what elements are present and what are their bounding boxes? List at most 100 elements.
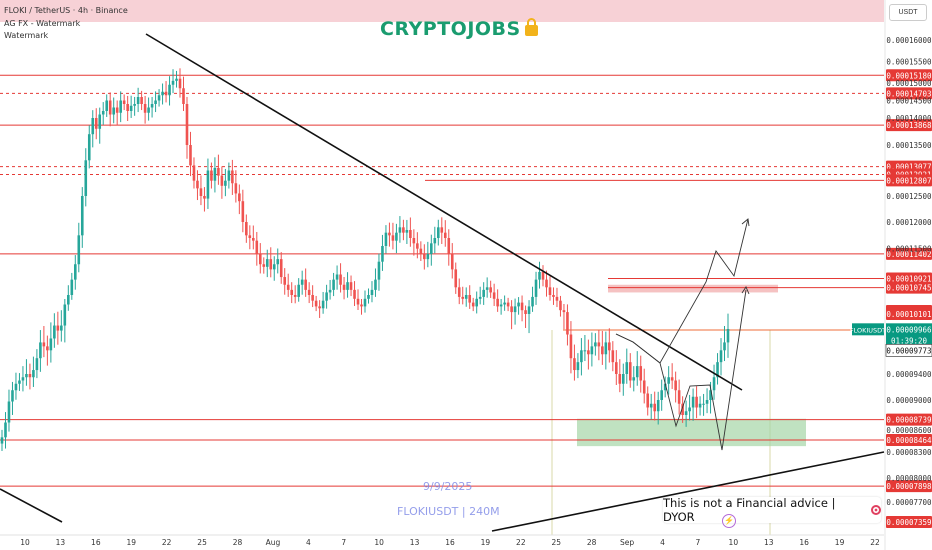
- candle-body: [290, 289, 294, 295]
- y-tick-label: 0.00007700: [886, 498, 932, 507]
- price-level-label: 0.00013077: [886, 163, 931, 172]
- candle-body: [196, 180, 199, 189]
- candle-body: [478, 296, 482, 299]
- candle-body: [241, 201, 245, 222]
- candle-body: [360, 304, 363, 307]
- candle-body: [468, 295, 472, 303]
- candle-body: [342, 284, 346, 290]
- price-level-tag: [886, 174, 932, 187]
- price-level-tag: [886, 119, 932, 132]
- price-level-label: 0.00013868: [886, 121, 932, 130]
- candle-body: [639, 366, 643, 381]
- x-tick-label: Aug: [266, 538, 281, 547]
- candle-body: [702, 403, 705, 405]
- lower-left-trendline: [0, 488, 63, 523]
- watermark-date: 9/9/2025: [423, 480, 473, 493]
- candle-body: [667, 377, 670, 384]
- candle-body: [412, 238, 416, 244]
- candle-body: [168, 84, 171, 96]
- candle-body: [471, 302, 475, 307]
- x-tick-label: 4: [306, 538, 311, 547]
- candle-body: [346, 282, 349, 290]
- candle-body: [388, 232, 391, 236]
- candle-body: [28, 374, 32, 378]
- price-level-tag: [886, 87, 932, 100]
- x-tick-label: 16: [445, 538, 455, 547]
- candle-body: [450, 254, 454, 270]
- candle-body: [276, 259, 280, 265]
- y-tick-label: 0.00012000: [886, 218, 932, 227]
- candle-body: [377, 261, 381, 280]
- candle-body: [335, 274, 339, 280]
- candle-body: [587, 350, 590, 355]
- candle-body: [14, 383, 18, 391]
- candle-body: [203, 196, 206, 199]
- candle-body: [419, 248, 423, 254]
- x-tick-label: 22: [162, 538, 172, 547]
- candle-body: [681, 403, 684, 415]
- price-level-tag: [886, 281, 932, 294]
- candle-body: [32, 370, 35, 378]
- candle-body: [73, 264, 77, 280]
- candle-body: [464, 295, 468, 299]
- candle-body: [49, 338, 53, 351]
- candle-body: [262, 264, 266, 267]
- price-level-tag: [886, 69, 932, 82]
- candle-body: [503, 302, 506, 305]
- candle-body: [499, 304, 503, 307]
- candle-body: [625, 362, 629, 374]
- candle-body: [283, 277, 287, 285]
- y-tick-label: 0.00015000: [886, 79, 932, 88]
- candle-body: [691, 396, 695, 408]
- candle-body: [318, 306, 321, 309]
- price-level-tag: [886, 480, 932, 493]
- candle-body: [87, 134, 91, 161]
- candle-body: [217, 167, 220, 176]
- candle-body: [231, 170, 234, 184]
- candle-body: [300, 279, 304, 285]
- candle-body: [189, 145, 192, 166]
- candle-body: [112, 107, 115, 115]
- x-tick-label: 4: [660, 538, 665, 547]
- candle-body: [91, 118, 95, 135]
- candle-body: [269, 259, 273, 270]
- candle-body: [363, 298, 367, 307]
- price-level-label: 0.00010921: [886, 275, 931, 284]
- candle-body: [618, 374, 622, 384]
- candle-body: [60, 325, 63, 331]
- candle-body: [601, 346, 604, 355]
- candle-body: [286, 284, 290, 290]
- candle-body: [726, 329, 730, 343]
- candle-body: [206, 170, 210, 199]
- candle-body: [77, 235, 81, 265]
- candle-body: [555, 296, 559, 301]
- support-zone: [577, 418, 806, 447]
- bolt-icon[interactable]: ⚡: [722, 514, 736, 528]
- target-icon: [871, 505, 881, 515]
- candle-body: [628, 362, 632, 381]
- candle-body: [129, 105, 133, 111]
- watermark-pair: FLOKIUSDT | 240M: [397, 505, 500, 518]
- projection-path-upper: [615, 218, 749, 364]
- x-tick-label: 10: [729, 538, 739, 547]
- candle-body: [576, 362, 580, 371]
- candle-body: [698, 403, 702, 408]
- x-tick-label: 28: [587, 538, 597, 547]
- candle-body: [147, 107, 150, 113]
- current-price-tag: [886, 323, 932, 348]
- x-tick-label: 10: [20, 538, 30, 547]
- x-tick-label: 22: [516, 538, 526, 547]
- arrow-head-upper: [741, 218, 750, 227]
- candle-body: [580, 350, 583, 363]
- candle-body: [548, 287, 552, 295]
- candle-body: [597, 342, 601, 347]
- candle-body: [674, 380, 677, 391]
- price-level-label: 0.00015180: [886, 71, 932, 80]
- price-level-label: 0.00010101: [886, 310, 931, 319]
- candle-body: [157, 95, 161, 101]
- x-tick-label: 7: [696, 538, 701, 547]
- currency-selector[interactable]: USDT: [889, 4, 927, 21]
- candle-body: [566, 312, 569, 335]
